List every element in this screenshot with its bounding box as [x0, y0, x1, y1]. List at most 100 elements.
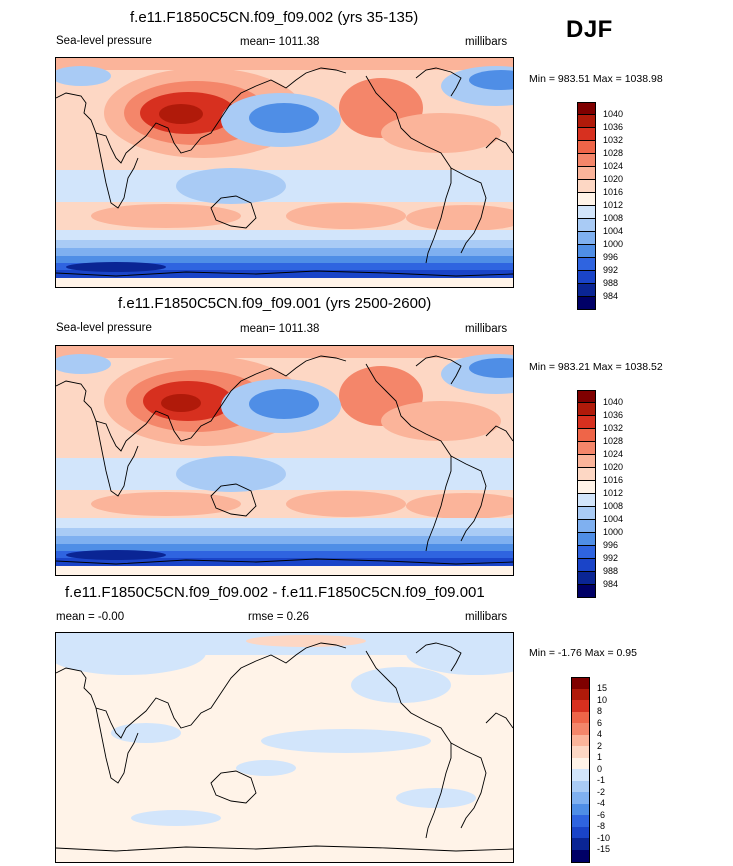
panel2-band-1008 [56, 518, 513, 528]
panel3-colorbar-label: 6 [597, 717, 603, 728]
panel2-icelandic-low-core [469, 358, 513, 378]
panel1-minmax: Min = 983.51 Max = 1038.98 [529, 73, 663, 85]
panel2-colorbar-box [577, 455, 596, 468]
panel3-colorbar-label: 15 [597, 683, 608, 693]
panel1-colorbar-box [577, 128, 596, 141]
panel1-map [55, 57, 514, 288]
panel2-minmax: Min = 983.21 Max = 1038.52 [529, 361, 663, 373]
panel2-colorbar-box [577, 390, 596, 403]
panel1-colorbar-box [577, 206, 596, 219]
panel2-south-atlantic-high [406, 493, 513, 519]
panel2-colorbar-label: 1012 [603, 488, 624, 498]
panel1-map-svg [56, 58, 513, 287]
panel2-colorbar-label: 1036 [603, 410, 624, 420]
panel2-colorbar-box [577, 442, 596, 455]
panel2-colorbar-box [577, 559, 596, 572]
panel2-mean-label: mean= 1011.38 [240, 323, 320, 335]
panel1-colorbar-label: 984 [603, 291, 619, 301]
panel2-colorbar-label: 1032 [603, 423, 624, 433]
panel3-units-label: millibars [465, 611, 508, 623]
panel3-map [55, 632, 514, 863]
panel2-band-988 [56, 558, 513, 566]
panel1-mean-label: mean= 1011.38 [240, 36, 320, 48]
panel2-colorbar-label: 1016 [603, 475, 624, 485]
panel3-colorbar-label: -2 [597, 786, 606, 797]
panel2-colorbar-box [577, 429, 596, 442]
panel2-units-label: millibars [465, 323, 508, 335]
panel3-rmse-label: rmse = 0.26 [248, 611, 310, 623]
panel2-colorbar-box [577, 416, 596, 429]
panel1-band-1008 [56, 230, 513, 240]
panel3-colorbar-label: 8 [597, 706, 603, 716]
panel1-circumpolar-trough [66, 262, 166, 272]
panel2-south-indian-high [91, 492, 241, 516]
panel2-maritime-low [176, 456, 286, 492]
panel1-colorbar-label: 1004 [603, 226, 624, 236]
panel3-neg-region-satlantic [396, 788, 476, 808]
panel1-variable-label: Sea-level pressure [56, 35, 152, 47]
panel2-colorbar-label: 1020 [603, 462, 624, 472]
panel2-title: f.e11.F1850C5CN.f09_f09.001 (yrs 2500-26… [118, 295, 432, 312]
panel2-colorbar-box [577, 403, 596, 416]
panel3-neg-region-nw [56, 633, 206, 675]
panel1-units-label: millibars [465, 36, 508, 48]
panel1-colorbar-box [577, 141, 596, 154]
panel3-mean-label: mean = -0.00 [56, 611, 125, 623]
panel2-map-svg [56, 346, 513, 575]
panel1-band-992 [56, 263, 513, 270]
panel1-colorbar-label: 1008 [603, 213, 624, 223]
panel3-colorbar-label: -8 [597, 821, 606, 831]
panel1-colorbar-label: 992 [603, 265, 619, 275]
panel2-colorbar-label: 988 [603, 566, 619, 576]
panel3-neg-region-tropics [261, 729, 431, 753]
panel1-colorbar-box [577, 271, 596, 284]
panel3-colorbar-label: 0 [597, 763, 603, 774]
panel1-arctic-band [56, 58, 513, 70]
panel2-colorbar-box [577, 520, 596, 533]
panel1-colorbar-label: 1016 [603, 187, 624, 197]
panel1-band-1000 [56, 248, 513, 256]
panel2-aleutian-low-core [249, 389, 319, 419]
panel3-colorbar-label: 1 [597, 752, 603, 762]
panel3-colorbar-label: -1 [597, 775, 606, 785]
panel1-colorbar-label: 1024 [603, 161, 624, 171]
panel1-band-988 [56, 270, 513, 278]
panel1-band-996 [56, 256, 513, 263]
panel2-colorbar-label: 992 [603, 553, 619, 563]
panel1-colorbar-box [577, 115, 596, 128]
panel1-siberian-high-peak [159, 104, 203, 124]
panel1-title: f.e11.F1850C5CN.f09_f09.002 (yrs 35-135) [130, 9, 419, 26]
panel2-coastlines [56, 355, 513, 565]
panel2-arctic-band [56, 346, 513, 358]
panel1-colorbar-label: 1000 [603, 239, 624, 249]
panel2-colorbar-label: 1008 [603, 501, 624, 511]
panel1-south-atlantic-high [406, 205, 513, 231]
panel1-colorbar-box [577, 284, 596, 297]
panel1-west-low [56, 66, 111, 86]
panel1-colorbar-label: 1020 [603, 174, 624, 184]
panel1-azores-high [381, 113, 501, 153]
panel1-colorbar-box [577, 102, 596, 115]
panel3-colorbar-label: -4 [597, 798, 606, 808]
panel1-colorbar-label: 1012 [603, 200, 624, 210]
panel2-west-low [56, 354, 111, 374]
panel2-colorbar-label: 1028 [603, 436, 624, 446]
panel1-colorbar-box [577, 232, 596, 245]
panel1-antarctic-high [56, 278, 513, 287]
panel1-colorbar-box [577, 167, 596, 180]
panel2-variable-label: Sea-level pressure [56, 322, 152, 334]
panel3-colorbar-label: -15 [597, 844, 611, 854]
panel3-colorbar-label: 2 [597, 740, 603, 751]
panel2-band-996 [56, 544, 513, 551]
panel2-colorbar-label: 1040 [603, 397, 624, 407]
season-label: DJF [566, 16, 613, 43]
panel1-south-indian-high [91, 204, 241, 228]
panel2-antarctic-high [56, 566, 513, 575]
panel2-colorbar-label: 1024 [603, 449, 624, 459]
panel3-neg-region-southern [131, 810, 221, 826]
panel2-circumpolar-trough [66, 550, 166, 560]
panel1-maritime-low [176, 168, 286, 204]
panel1-colorbar-box [577, 193, 596, 206]
panel2-map [55, 345, 514, 576]
panel2-south-pacific-high [286, 491, 406, 517]
